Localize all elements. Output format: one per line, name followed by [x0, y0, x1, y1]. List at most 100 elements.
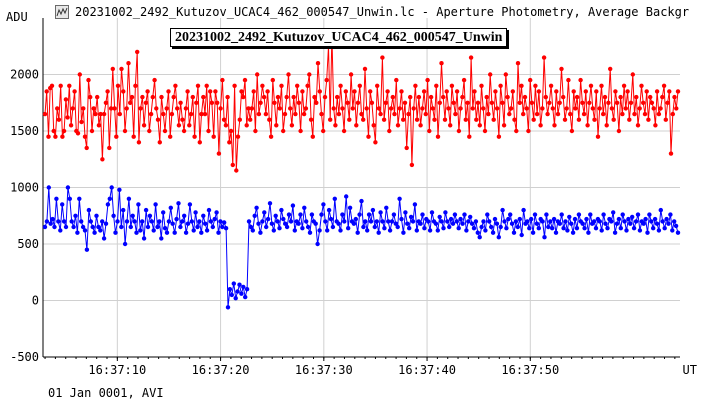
data-point	[352, 89, 357, 94]
data-point	[630, 214, 635, 220]
data-point	[378, 210, 383, 215]
data-point	[488, 72, 493, 77]
data-point	[345, 100, 350, 106]
data-point	[670, 228, 675, 233]
data-point	[284, 94, 289, 100]
data-point	[65, 115, 70, 120]
data-point	[437, 214, 442, 220]
lightcurve-app-icon[interactable]	[55, 5, 69, 19]
data-point	[187, 123, 192, 128]
data-point	[608, 66, 613, 72]
data-point	[559, 212, 564, 217]
data-point	[309, 212, 315, 217]
data-point	[509, 221, 515, 226]
data-point	[328, 117, 333, 122]
data-point	[202, 111, 208, 117]
data-point	[645, 230, 650, 235]
data-point	[170, 221, 175, 226]
data-point	[136, 202, 141, 207]
data-point	[162, 226, 168, 231]
data-point	[557, 100, 562, 106]
data-point	[388, 106, 394, 111]
data-point	[50, 216, 55, 222]
data-point	[77, 196, 82, 201]
data-point	[191, 228, 196, 233]
data-point	[109, 185, 114, 190]
data-point	[383, 100, 388, 106]
data-point	[273, 213, 278, 218]
data-point	[386, 219, 391, 224]
data-point	[237, 282, 242, 287]
data-point	[412, 202, 418, 207]
data-point	[128, 100, 133, 106]
data-point	[639, 83, 644, 89]
data-point	[301, 111, 307, 117]
series-2	[42, 185, 681, 310]
data-point	[121, 89, 126, 94]
data-point	[305, 224, 311, 230]
data-point	[340, 212, 345, 217]
data-point	[98, 228, 103, 233]
data-point	[500, 207, 505, 213]
data-point	[49, 83, 55, 89]
data-point	[572, 216, 578, 222]
data-point	[215, 100, 220, 106]
data-point	[330, 224, 336, 230]
data-point	[204, 228, 210, 233]
data-point	[355, 100, 361, 106]
data-point	[550, 106, 555, 111]
data-point	[506, 216, 511, 222]
data-point	[161, 210, 166, 215]
data-point	[432, 117, 437, 122]
data-point	[599, 83, 604, 89]
data-point	[635, 212, 641, 217]
data-point	[654, 221, 660, 226]
data-point	[548, 83, 554, 89]
data-point	[660, 94, 665, 100]
data-point	[528, 77, 533, 83]
data-point	[381, 117, 387, 122]
data-point	[635, 123, 641, 128]
data-point	[270, 77, 275, 83]
data-point	[536, 226, 541, 231]
data-point	[347, 205, 353, 210]
data-point	[468, 214, 473, 220]
data-point	[361, 117, 366, 122]
data-point	[100, 219, 105, 224]
data-point	[633, 219, 639, 224]
data-point	[129, 94, 135, 100]
data-point	[675, 230, 681, 235]
data-point	[637, 106, 642, 111]
data-point	[427, 128, 432, 134]
data-point	[479, 224, 484, 230]
data-point	[310, 134, 315, 139]
data-point	[69, 219, 74, 224]
data-point	[597, 106, 602, 111]
data-point	[288, 219, 294, 224]
data-point	[441, 226, 446, 231]
data-point	[86, 77, 91, 83]
data-point	[660, 219, 665, 224]
data-point	[570, 230, 576, 235]
data-point	[253, 128, 258, 134]
data-point	[601, 212, 606, 217]
data-point	[481, 106, 486, 111]
data-point	[581, 111, 587, 117]
data-point	[48, 221, 53, 226]
data-point	[614, 221, 620, 226]
data-point	[472, 89, 477, 94]
data-point	[452, 212, 458, 217]
data-point	[674, 106, 679, 111]
data-point	[275, 219, 280, 224]
data-point	[230, 162, 235, 168]
data-point	[612, 230, 618, 235]
data-point	[321, 202, 326, 207]
data-point	[223, 123, 229, 128]
data-point	[401, 117, 406, 122]
data-point	[222, 220, 227, 225]
data-point	[223, 226, 229, 231]
data-point	[628, 100, 634, 106]
data-point	[603, 221, 608, 226]
data-point	[485, 212, 490, 217]
